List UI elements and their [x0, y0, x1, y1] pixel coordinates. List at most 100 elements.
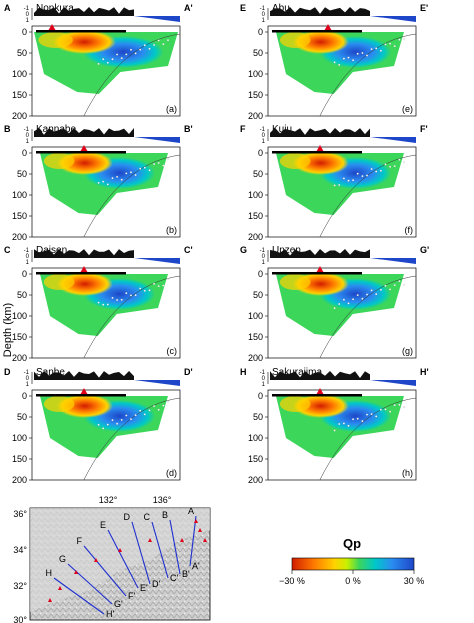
hypocenters	[97, 400, 170, 430]
topo-tick: -1	[24, 127, 30, 133]
topo-tick: 0	[262, 12, 266, 18]
map-volcano	[203, 538, 207, 542]
panel-tag: (c)	[167, 346, 178, 356]
volcano-marker	[316, 388, 324, 395]
topo-tick: 1	[26, 139, 30, 145]
profile-start-label: E	[240, 3, 246, 13]
map-profile-end-label: H'	[106, 609, 114, 619]
depth-tick: 0	[22, 27, 27, 37]
map-profile-end-label: C'	[170, 573, 178, 583]
colorbar-tick-0: 0 %	[345, 576, 361, 586]
hypocenters	[333, 403, 406, 432]
volcano-name: Sakurajima	[272, 367, 322, 378]
profile-line	[83, 545, 127, 597]
depth-tick: 50	[17, 48, 27, 58]
topography-profile	[270, 371, 370, 380]
profile-line	[169, 519, 181, 575]
profile-line	[189, 515, 197, 567]
map-volcano	[198, 528, 202, 532]
panel-tag: (h)	[402, 468, 413, 478]
land-bar	[36, 30, 126, 33]
topography-profile	[34, 371, 134, 380]
volcano-name: Kuju	[272, 124, 292, 135]
bathymetry-profile	[134, 16, 180, 22]
map-profile-start-label: B	[162, 510, 168, 520]
slab-surface-line	[83, 154, 181, 238]
profile-line-labels: A A' B B' C C' D D' E E' F F' G G' H H'	[46, 506, 201, 619]
profile-start-label: G	[240, 245, 247, 255]
land-bar	[272, 394, 362, 397]
volcano-name: Daisen	[36, 245, 67, 256]
profile-start-label: B	[4, 124, 11, 134]
profile-end-label: B'	[184, 124, 193, 134]
depth-tick: 0	[22, 391, 27, 401]
topo-tick: -1	[260, 6, 266, 12]
profile-start-label: C	[4, 245, 11, 255]
map-volcano-markers	[48, 519, 207, 602]
map-profile-end-label: A'	[192, 561, 200, 571]
depth-tick: 150	[248, 454, 263, 464]
colorbar-tick-neg30: −30 %	[279, 576, 305, 586]
topo-tick: 1	[262, 18, 266, 24]
topo-tick: 1	[26, 382, 30, 388]
map-volcano	[74, 570, 78, 574]
profile-start-label: A	[4, 3, 11, 13]
topography-profile	[270, 7, 370, 16]
topo-tick: -1	[260, 248, 266, 254]
topography-profile	[270, 249, 370, 258]
bathymetry-profile	[134, 380, 180, 386]
map-profile-end-label: F'	[128, 591, 135, 601]
panel-tag: (a)	[166, 104, 177, 114]
map-volcano	[94, 558, 98, 562]
map-volcano	[48, 598, 52, 602]
profile-line	[67, 563, 113, 605]
depth-tick: 150	[12, 332, 27, 342]
sea-of-japan-area	[30, 508, 210, 612]
slab-surface-line	[319, 154, 417, 238]
topography-profile	[270, 128, 370, 137]
depth-tick: 200	[248, 353, 263, 363]
profile-start-label: F	[240, 124, 246, 134]
lon-label-136: 136°	[153, 495, 172, 505]
profile-end-label: E'	[420, 3, 428, 13]
topography-profile	[34, 249, 134, 258]
topo-tick: 0	[26, 254, 30, 260]
depth-tick: 100	[248, 69, 263, 79]
map-volcano	[148, 538, 152, 542]
bathymetry-profile	[370, 258, 416, 264]
depth-tick: 200	[248, 232, 263, 242]
depth-tick: 150	[248, 332, 263, 342]
volcano-marker	[80, 266, 88, 273]
profile-start-label: D	[4, 367, 11, 377]
volcano-marker	[80, 388, 88, 395]
depth-tick: 50	[253, 290, 263, 300]
profile-line	[131, 521, 151, 585]
map-profile-start-label: H	[46, 568, 53, 578]
depth-tick: 0	[258, 269, 263, 279]
volcano-name: Unzen	[272, 245, 301, 256]
depth-tick: 200	[12, 111, 27, 121]
depth-tick: 200	[12, 475, 27, 485]
slab-surface-line	[319, 275, 417, 359]
bathymetry-profile	[370, 380, 416, 386]
colorbar-title: Qp	[343, 536, 361, 551]
lon-label-132: 132°	[99, 495, 118, 505]
map-volcano	[180, 538, 184, 542]
map-volcano	[194, 519, 198, 523]
map-profile-start-label: F	[77, 536, 83, 546]
depth-tick: 200	[12, 353, 27, 363]
lat-label-36: 36°	[13, 509, 27, 519]
profile-end-label: D'	[184, 367, 193, 377]
depth-tick: 50	[17, 169, 27, 179]
qp-anomaly-image	[276, 30, 404, 94]
depth-tick: 50	[253, 48, 263, 58]
bathymetry-profile	[134, 137, 180, 143]
map-profile-start-label: D	[124, 512, 131, 522]
lat-label-32: 32°	[13, 581, 27, 591]
volcano-marker	[316, 145, 324, 152]
topography-profile	[34, 128, 134, 137]
